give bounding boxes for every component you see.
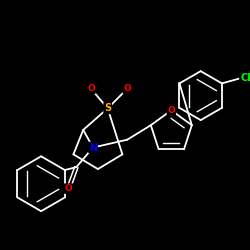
Text: N: N — [89, 142, 97, 152]
Text: O: O — [124, 84, 131, 93]
Text: O: O — [65, 184, 72, 193]
Text: O: O — [168, 106, 175, 115]
Text: O: O — [87, 84, 95, 93]
Text: Cl: Cl — [240, 74, 250, 84]
Text: S: S — [104, 103, 111, 113]
